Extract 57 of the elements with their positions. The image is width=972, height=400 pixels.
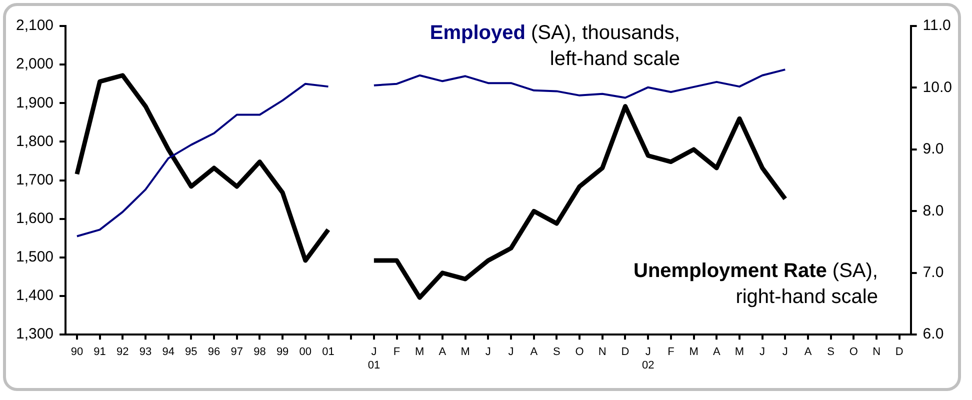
x-tick-label: N: [598, 346, 606, 358]
x-tick-label: J: [508, 346, 514, 358]
x-tick-label: 95: [185, 346, 198, 358]
y-tick-label: 2,000: [16, 56, 54, 73]
x-tick-label: M: [734, 346, 744, 358]
x-tick-label: A: [530, 346, 538, 358]
x-tick-label: A: [804, 346, 812, 358]
x-tick-label: N: [872, 346, 881, 358]
x-tick-label: F: [393, 346, 400, 358]
y-tick-label: 1,500: [16, 248, 54, 266]
x-tick-label: 99: [276, 346, 289, 358]
text: Unemployment Rate: [634, 260, 827, 282]
x-tick-label: 93: [139, 346, 152, 358]
y2-tick-label: 7.0: [922, 264, 944, 282]
x-tick-label: 94: [162, 346, 174, 358]
y-tick-label: 1,300: [16, 326, 54, 343]
x-tick-label: 97: [230, 346, 243, 358]
annotation: right-hand scale: [736, 286, 878, 308]
y-tick-label: 1,600: [16, 210, 54, 228]
x-tick-label: S: [553, 346, 560, 358]
x-tick-label: 92: [116, 346, 129, 358]
x-tick-label: A: [438, 346, 447, 358]
x-tick-label: O: [575, 346, 584, 358]
y2-tick-label: 11.0: [922, 17, 951, 34]
annotation: left-hand scale: [550, 48, 680, 70]
x-tick-label: 00: [299, 346, 312, 358]
y2-tick-label: 9.0: [922, 140, 944, 158]
y-tick-label: 1,900: [16, 94, 54, 112]
y-tick-label: 2,100: [16, 17, 54, 34]
y2-tick-label: 6.0: [922, 326, 944, 343]
x-tick-label: 98: [254, 346, 266, 358]
x-tick-label: J 01: [368, 346, 380, 372]
y-tick-label: 1,800: [16, 132, 54, 150]
x-tick-label: J: [485, 346, 491, 358]
x-tick-label: M: [689, 346, 698, 358]
x-tick-label: D: [621, 346, 630, 358]
x-tick-label: M: [415, 346, 424, 358]
y-tick-label: 1,700: [16, 171, 54, 188]
x-tick-label: F: [668, 346, 675, 358]
y-tick-label: 1,400: [16, 287, 54, 304]
x-tick-label: J 02: [642, 346, 654, 372]
x-tick-label: 90: [70, 346, 84, 358]
x-tick-label: S: [827, 346, 835, 358]
x-tick-label: 91: [94, 346, 106, 358]
annotation: (SA),: [832, 260, 878, 282]
x-tick-label: D: [895, 346, 904, 358]
x-tick-label: A: [712, 346, 721, 358]
y2-tick-label: 10.0: [922, 78, 952, 96]
x-tick-label: 96: [208, 346, 220, 358]
x-tick-label: J: [782, 346, 788, 358]
x-tick-label: J: [760, 346, 766, 358]
x-tick-label: O: [849, 346, 858, 358]
annotation: (SA), thousands,: [531, 22, 680, 44]
x-tick-label: 01: [322, 346, 334, 358]
y2-tick-label: 8.0: [922, 202, 944, 220]
series-label: Employed: [430, 22, 526, 44]
x-tick-label: M: [460, 346, 470, 358]
